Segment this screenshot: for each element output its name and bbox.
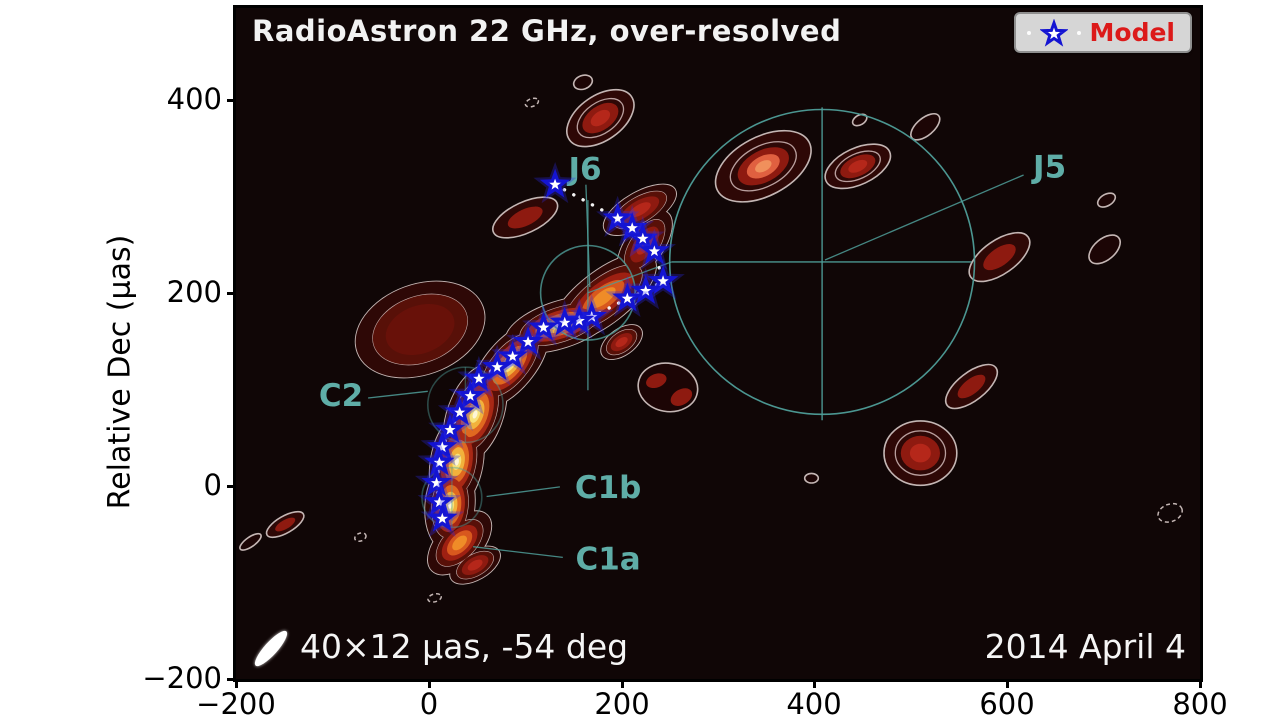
y-tick-mark [227,678,236,681]
y-tick-label: 400 [166,82,222,116]
plot-area: J6 J5 C2 C1b C1a RadioAstron 22 GHz, over-re… [233,5,1203,682]
x-tick-mark [235,679,238,688]
svg-text:C2: C2 [319,378,363,414]
svg-text:J6: J6 [566,151,601,187]
y-tick-mark [227,485,236,488]
x-tick-label: 0 [419,687,439,720]
x-tick-mark [813,679,816,688]
y-tick-label: −200 [142,661,222,695]
x-tick-label: 800 [1172,687,1228,720]
plot-title: RadioAstron 22 GHz, over-resolved [252,14,842,48]
svg-text:J5: J5 [1031,149,1066,185]
y-tick-mark [227,292,236,295]
legend: Model [1013,12,1192,53]
model-star-icon [1039,18,1068,47]
x-tick-label: 200 [594,687,650,720]
svg-text:C1b: C1b [575,470,642,506]
y-axis-title: Relative Dec (μas) [102,234,138,510]
x-tick-label: 400 [786,687,842,720]
model-stars [414,161,685,538]
y-tick-label: 0 [203,468,222,502]
x-tick-mark [428,679,431,688]
x-tick-mark [621,679,624,688]
x-tick-label: 600 [979,687,1035,720]
contour-blobs [239,74,1183,603]
x-tick-mark [1199,679,1202,688]
component-labels: J6 J5 C2 C1b C1a [319,149,1066,577]
legend-track-dot [1026,30,1031,35]
sky-map-chart: J6 J5 C2 C1b C1a [239,74,1183,603]
beam-label: 40×12 μas, -54 deg [300,627,629,666]
x-tick-mark [1006,679,1009,688]
y-tick-mark [227,99,236,102]
svg-text:C1a: C1a [575,541,640,577]
legend-label: Model [1089,18,1175,47]
y-tick-label: 200 [166,275,222,309]
legend-track-dot [1076,30,1081,35]
x-tick-label: −200 [196,687,276,720]
date-label: 2014 April 4 [984,627,1186,666]
